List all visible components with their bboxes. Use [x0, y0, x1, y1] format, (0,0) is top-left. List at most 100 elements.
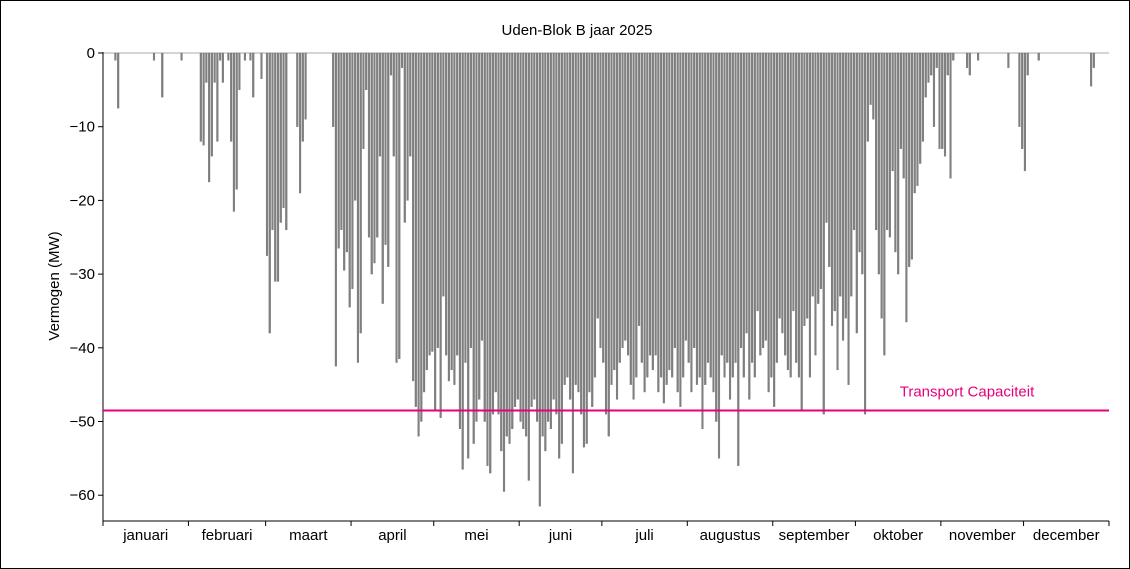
bar: [615, 52, 619, 400]
bar: [941, 52, 944, 149]
bar: [1021, 52, 1024, 149]
bar: [935, 52, 938, 68]
bar: [117, 52, 120, 109]
bar: [558, 52, 561, 459]
bar: [475, 52, 478, 422]
bar: [536, 52, 539, 422]
bar: [580, 52, 583, 415]
bar: [480, 52, 484, 341]
bar: [500, 52, 503, 452]
bar: [431, 52, 434, 352]
bar: [345, 52, 348, 253]
bar: [343, 52, 346, 271]
bar: [497, 52, 500, 415]
bar: [489, 52, 492, 474]
bar: [682, 52, 685, 378]
bar: [442, 52, 445, 297]
bar: [417, 52, 420, 437]
bar: [822, 52, 825, 415]
bar: [538, 52, 541, 507]
bar: [864, 52, 867, 415]
bar: [897, 52, 900, 275]
bar: [381, 52, 384, 304]
bar: [334, 52, 337, 367]
bar: [789, 52, 792, 378]
bar: [180, 52, 183, 61]
bar: [511, 52, 514, 430]
bar: [447, 52, 450, 382]
bar: [883, 52, 886, 356]
bar: [458, 52, 461, 430]
bar: [773, 52, 776, 407]
bar: [684, 52, 687, 341]
bar: [494, 52, 497, 393]
bar: [888, 52, 891, 238]
bar: [367, 52, 371, 238]
bar: [373, 52, 376, 264]
bar: [943, 52, 947, 157]
bar: [844, 52, 847, 319]
bar: [461, 52, 464, 470]
bar: [409, 52, 412, 157]
y-tick-label: −60: [70, 487, 95, 504]
y-tick-label: −40: [70, 340, 95, 357]
x-tick-label: juli: [634, 527, 653, 544]
bar: [519, 52, 522, 422]
bar: [731, 52, 734, 378]
bar: [621, 52, 624, 348]
bar: [384, 52, 387, 245]
bar: [704, 52, 707, 385]
bar: [899, 52, 902, 149]
bar: [858, 52, 861, 253]
bar: [932, 52, 936, 127]
bar: [208, 52, 211, 183]
bar: [434, 52, 437, 411]
bar: [679, 52, 682, 407]
bar: [574, 52, 577, 385]
bar: [389, 52, 393, 76]
bar: [836, 52, 839, 371]
bar: [1018, 52, 1021, 127]
bar: [274, 52, 277, 282]
bar: [467, 52, 470, 459]
bar: [362, 52, 365, 149]
bar: [602, 52, 605, 363]
bar: [770, 52, 773, 378]
bar: [690, 52, 693, 393]
bar: [472, 52, 475, 444]
bar: [555, 52, 558, 415]
bar: [569, 52, 572, 400]
bar: [563, 52, 566, 385]
y-tick-label: −10: [70, 119, 95, 136]
bar: [775, 52, 778, 363]
bar: [916, 52, 919, 186]
x-tick-label: februari: [202, 527, 253, 544]
bar: [420, 52, 423, 422]
bar: [588, 52, 591, 393]
bar: [784, 52, 787, 356]
bar: [952, 52, 955, 61]
bar: [161, 52, 164, 98]
bar: [886, 52, 889, 231]
bar: [830, 52, 834, 326]
bar: [450, 52, 453, 371]
bar: [759, 52, 762, 356]
bar: [946, 52, 949, 76]
bar: [469, 52, 472, 348]
bar: [400, 52, 404, 68]
bar: [673, 52, 676, 348]
bar: [210, 52, 213, 157]
y-tick-label: −30: [70, 266, 95, 283]
y-tick-label: 0: [87, 45, 95, 62]
bar: [522, 52, 525, 430]
bar: [533, 52, 536, 400]
bar: [632, 52, 635, 400]
bar: [949, 52, 952, 179]
bar: [502, 52, 506, 492]
bar: [740, 52, 743, 348]
bar: [720, 52, 723, 356]
bar: [792, 52, 795, 312]
bar: [299, 52, 302, 194]
x-tick-label: september: [779, 527, 850, 544]
bar: [866, 52, 869, 142]
